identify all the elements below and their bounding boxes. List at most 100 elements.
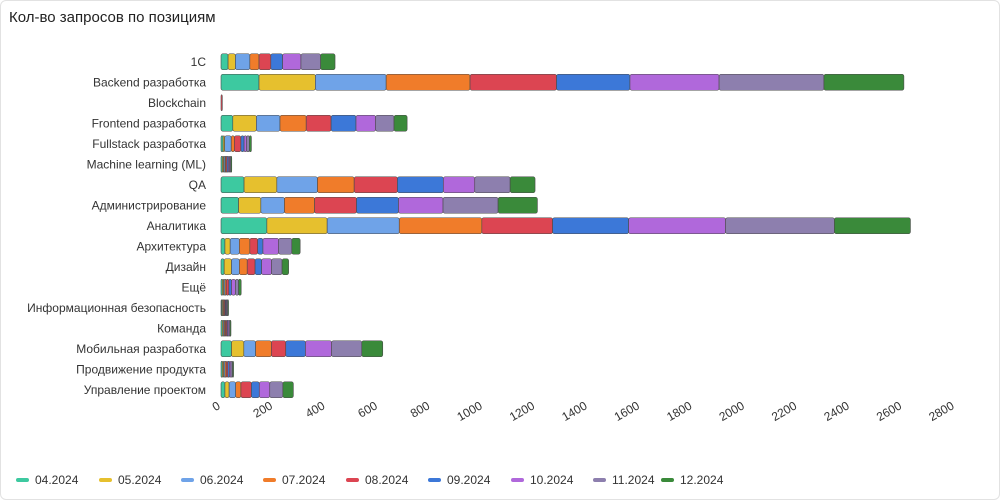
bar-segment[interactable] (281, 258, 289, 276)
legend-label[interactable]: 06.2024 (200, 473, 244, 487)
bar-segment[interactable] (385, 73, 471, 91)
bar-segment[interactable] (326, 217, 400, 235)
bar-segment[interactable] (330, 114, 357, 132)
bar-segment[interactable] (240, 135, 245, 153)
legend-swatch[interactable] (428, 478, 441, 482)
bar-segment[interactable] (227, 299, 229, 317)
bar-segment[interactable] (220, 258, 225, 276)
legend-swatch[interactable] (16, 478, 29, 482)
bar-segment[interactable] (276, 176, 318, 194)
bar-segment[interactable] (260, 196, 285, 214)
bar-segment[interactable] (725, 217, 835, 235)
bar-segment[interactable] (823, 73, 905, 91)
bar-segment[interactable] (361, 340, 384, 358)
bar-segment[interactable] (249, 135, 252, 153)
bar-segment[interactable] (269, 381, 284, 399)
bar-segment[interactable] (228, 278, 232, 296)
bar-segment[interactable] (397, 176, 444, 194)
bar-segment[interactable] (278, 237, 293, 255)
bar-segment[interactable] (238, 278, 242, 296)
bar-segment[interactable] (279, 114, 307, 132)
bar-segment[interactable] (220, 217, 268, 235)
bar-segment[interactable] (251, 381, 260, 399)
bar-segment[interactable] (474, 176, 511, 194)
bar-segment[interactable] (353, 176, 398, 194)
bar-segment[interactable] (552, 217, 629, 235)
bar-segment[interactable] (220, 94, 223, 112)
bar-segment[interactable] (556, 73, 631, 91)
legend-swatch[interactable] (593, 478, 606, 482)
bar-segment[interactable] (469, 73, 557, 91)
bar-segment[interactable] (398, 217, 483, 235)
bar-segment[interactable] (509, 176, 536, 194)
bar-segment[interactable] (249, 53, 260, 71)
bar-segment[interactable] (223, 258, 232, 276)
bar-segment[interactable] (718, 73, 825, 91)
bar-segment[interactable] (220, 73, 260, 91)
bar-segment[interactable] (628, 217, 726, 235)
bar-segment[interactable] (235, 53, 251, 71)
bar-segment[interactable] (220, 340, 232, 358)
bar-segment[interactable] (230, 135, 235, 153)
bar-segment[interactable] (834, 217, 911, 235)
legend-label[interactable]: 08.2024 (365, 473, 409, 487)
bar-segment[interactable] (317, 176, 355, 194)
legend-label[interactable]: 04.2024 (35, 473, 79, 487)
bar-segment[interactable] (254, 258, 262, 276)
bar-segment[interactable] (331, 340, 363, 358)
bar-segment[interactable] (258, 73, 316, 91)
bar-segment[interactable] (481, 217, 553, 235)
bar-segment[interactable] (239, 237, 251, 255)
bar-segment[interactable] (356, 196, 399, 214)
bar-segment[interactable] (271, 258, 283, 276)
legend-label[interactable]: 07.2024 (282, 473, 326, 487)
legend-label[interactable]: 09.2024 (447, 473, 491, 487)
bar-segment[interactable] (246, 135, 250, 153)
bar-segment[interactable] (243, 135, 247, 153)
bar-segment[interactable] (246, 258, 256, 276)
bar-segment[interactable] (258, 381, 271, 399)
bar-segment[interactable] (355, 114, 376, 132)
bar-segment[interactable] (224, 381, 230, 399)
bar-segment[interactable] (239, 258, 248, 276)
bar-segment[interactable] (300, 53, 321, 71)
bar-segment[interactable] (282, 53, 302, 71)
bar-segment[interactable] (271, 340, 287, 358)
bar-segment[interactable] (243, 176, 278, 194)
bar-segment[interactable] (258, 53, 272, 71)
bar-segment[interactable] (398, 196, 444, 214)
bar-segment[interactable] (220, 114, 234, 132)
bar-segment[interactable] (270, 53, 283, 71)
bar-segment[interactable] (235, 381, 242, 399)
bar-segment[interactable] (238, 196, 262, 214)
bar-segment[interactable] (375, 114, 395, 132)
legend-swatch[interactable] (661, 478, 674, 482)
bar-segment[interactable] (282, 381, 294, 399)
bar-segment[interactable] (266, 217, 328, 235)
bar-segment[interactable] (235, 278, 239, 296)
legend-label[interactable]: 10.2024 (530, 473, 574, 487)
legend-swatch[interactable] (511, 478, 524, 482)
bar-segment[interactable] (224, 237, 231, 255)
legend-label[interactable]: 11.2024 (612, 473, 655, 487)
bar-segment[interactable] (220, 196, 239, 214)
bar-segment[interactable] (442, 176, 476, 194)
bar-segment[interactable] (284, 196, 315, 214)
bar-segment[interactable] (249, 237, 258, 255)
bar-segment[interactable] (225, 278, 230, 296)
legend-swatch[interactable] (99, 478, 112, 482)
bar-segment[interactable] (232, 114, 257, 132)
bar-segment[interactable] (314, 196, 357, 214)
bar-segment[interactable] (220, 176, 245, 194)
bar-segment[interactable] (315, 73, 387, 91)
bar-segment[interactable] (442, 196, 499, 214)
legend-swatch[interactable] (346, 478, 359, 482)
bar-segment[interactable] (231, 258, 240, 276)
bar-segment[interactable] (229, 319, 232, 337)
bar-segment[interactable] (261, 258, 272, 276)
bar-segment[interactable] (240, 381, 252, 399)
bar-segment[interactable] (234, 135, 242, 153)
bar-segment[interactable] (243, 340, 256, 358)
bar-segment[interactable] (229, 237, 240, 255)
bar-segment[interactable] (305, 340, 332, 358)
